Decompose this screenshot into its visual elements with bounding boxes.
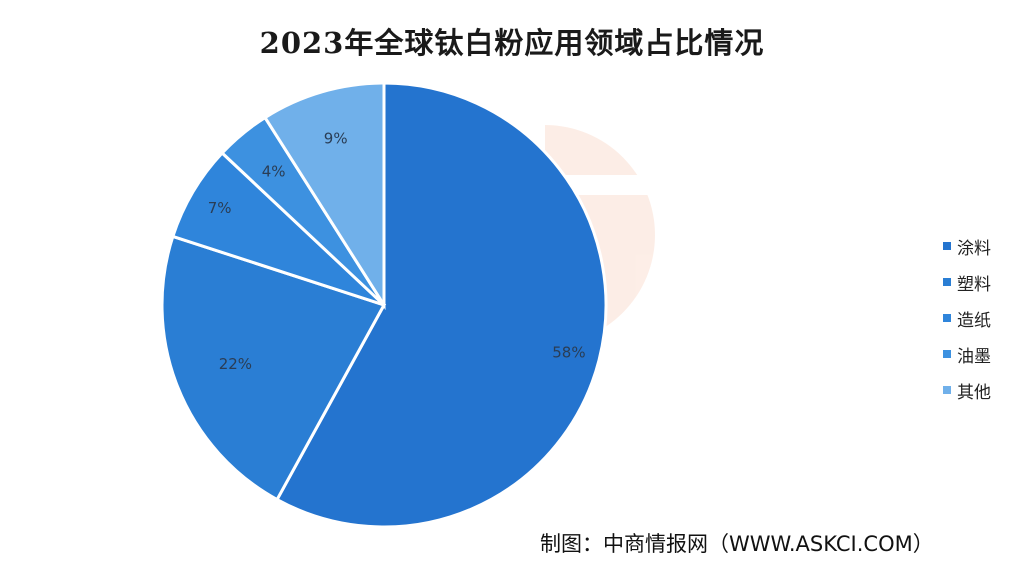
- legend-item: 造纸: [943, 300, 991, 336]
- source-note: 制图：中商情报网（WWW.ASKCI.COM）: [540, 532, 934, 556]
- legend: 涂料塑料造纸油墨其他: [943, 228, 991, 408]
- legend-item: 塑料: [943, 264, 991, 300]
- pie-slice-5: [262, 81, 386, 311]
- pie-label-3: 7%: [208, 199, 232, 217]
- pie-slice-2: [160, 234, 387, 502]
- legend-label: 涂料: [957, 238, 991, 259]
- chart-title: 2023年全球钛白粉应用领域占比情况: [259, 26, 765, 60]
- legend-swatch: [943, 350, 951, 358]
- legend-item: 其他: [943, 372, 991, 408]
- legend-swatch: [943, 278, 951, 286]
- legend-swatch: [943, 242, 951, 250]
- legend-label: 塑料: [957, 274, 991, 295]
- legend-item: 涂料: [943, 228, 991, 264]
- legend-item: 油墨: [943, 336, 991, 372]
- pie-label-5: 9%: [324, 130, 348, 148]
- legend-label: 造纸: [957, 310, 991, 331]
- legend-label: 其他: [957, 382, 991, 403]
- pie-label-4: 4%: [262, 163, 286, 181]
- pie-slice-1: [275, 81, 608, 529]
- legend-swatch: [943, 314, 951, 322]
- pie-label-1: 58%: [552, 343, 585, 361]
- pie-label-2: 22%: [219, 355, 252, 373]
- pie-labels: 58% 22% 7% 4% 9%: [208, 130, 586, 373]
- legend-label: 油墨: [957, 346, 991, 367]
- pie-slices: [160, 81, 608, 529]
- legend-swatch: [943, 386, 951, 394]
